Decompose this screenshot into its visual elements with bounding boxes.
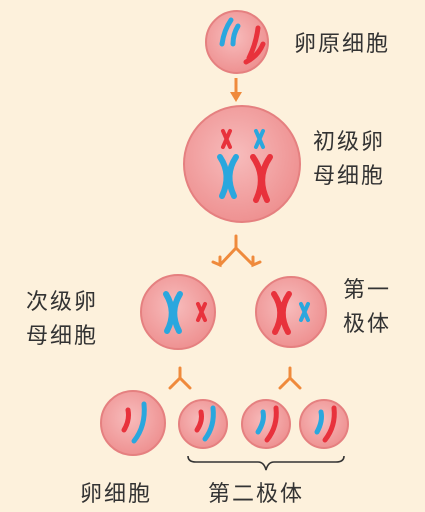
secondary-oocyte-label: 次级卵 母细胞 <box>26 286 98 354</box>
primary-oocyte-chromosomes <box>217 129 273 203</box>
second-polar-body-cell <box>178 399 228 449</box>
second-polar-body-bracket <box>187 455 345 471</box>
secondary-oocyte-cell <box>140 274 216 350</box>
second-polar-body-chromosomes <box>255 405 279 443</box>
ovum-label: 卵细胞 <box>80 482 153 507</box>
primary-oocyte-label-line1: 初级卵 <box>313 130 386 155</box>
second-polar-body-chromosomes <box>194 405 216 442</box>
first-polar-body-label: 第一 极体 <box>343 274 391 342</box>
first-polar-body-cell <box>255 276 327 348</box>
arrow-oogonium-to-primary <box>230 78 242 102</box>
split-arrow-second-division-right <box>278 366 302 390</box>
split-arrow-first-division <box>211 234 262 268</box>
primary-oocyte-label: 初级卵 母细胞 <box>313 126 385 194</box>
first-polar-body-label-line2: 极体 <box>343 312 392 337</box>
oogonium-cell <box>205 10 269 74</box>
oogonium-label: 卵原细胞 <box>294 32 391 57</box>
secondary-oocyte-chromosomes <box>163 291 207 334</box>
second-polar-body-label: 第二极体 <box>208 482 305 507</box>
first-polar-body-chromosomes <box>271 291 310 335</box>
secondary-oocyte-label-line1: 次级卵 <box>26 290 99 315</box>
split-arrow-second-division-left <box>168 366 192 390</box>
ovum-cell <box>100 390 166 456</box>
secondary-oocyte-label-line2: 母细胞 <box>26 324 99 349</box>
first-polar-body-label-line1: 第一 <box>343 278 392 303</box>
oogonium-chromosomes <box>219 17 266 65</box>
second-polar-body-chromosomes <box>314 405 337 443</box>
primary-oocyte-label-line2: 母细胞 <box>313 164 386 189</box>
primary-oocyte-cell <box>183 105 301 223</box>
ovum-chromosomes <box>121 401 147 444</box>
